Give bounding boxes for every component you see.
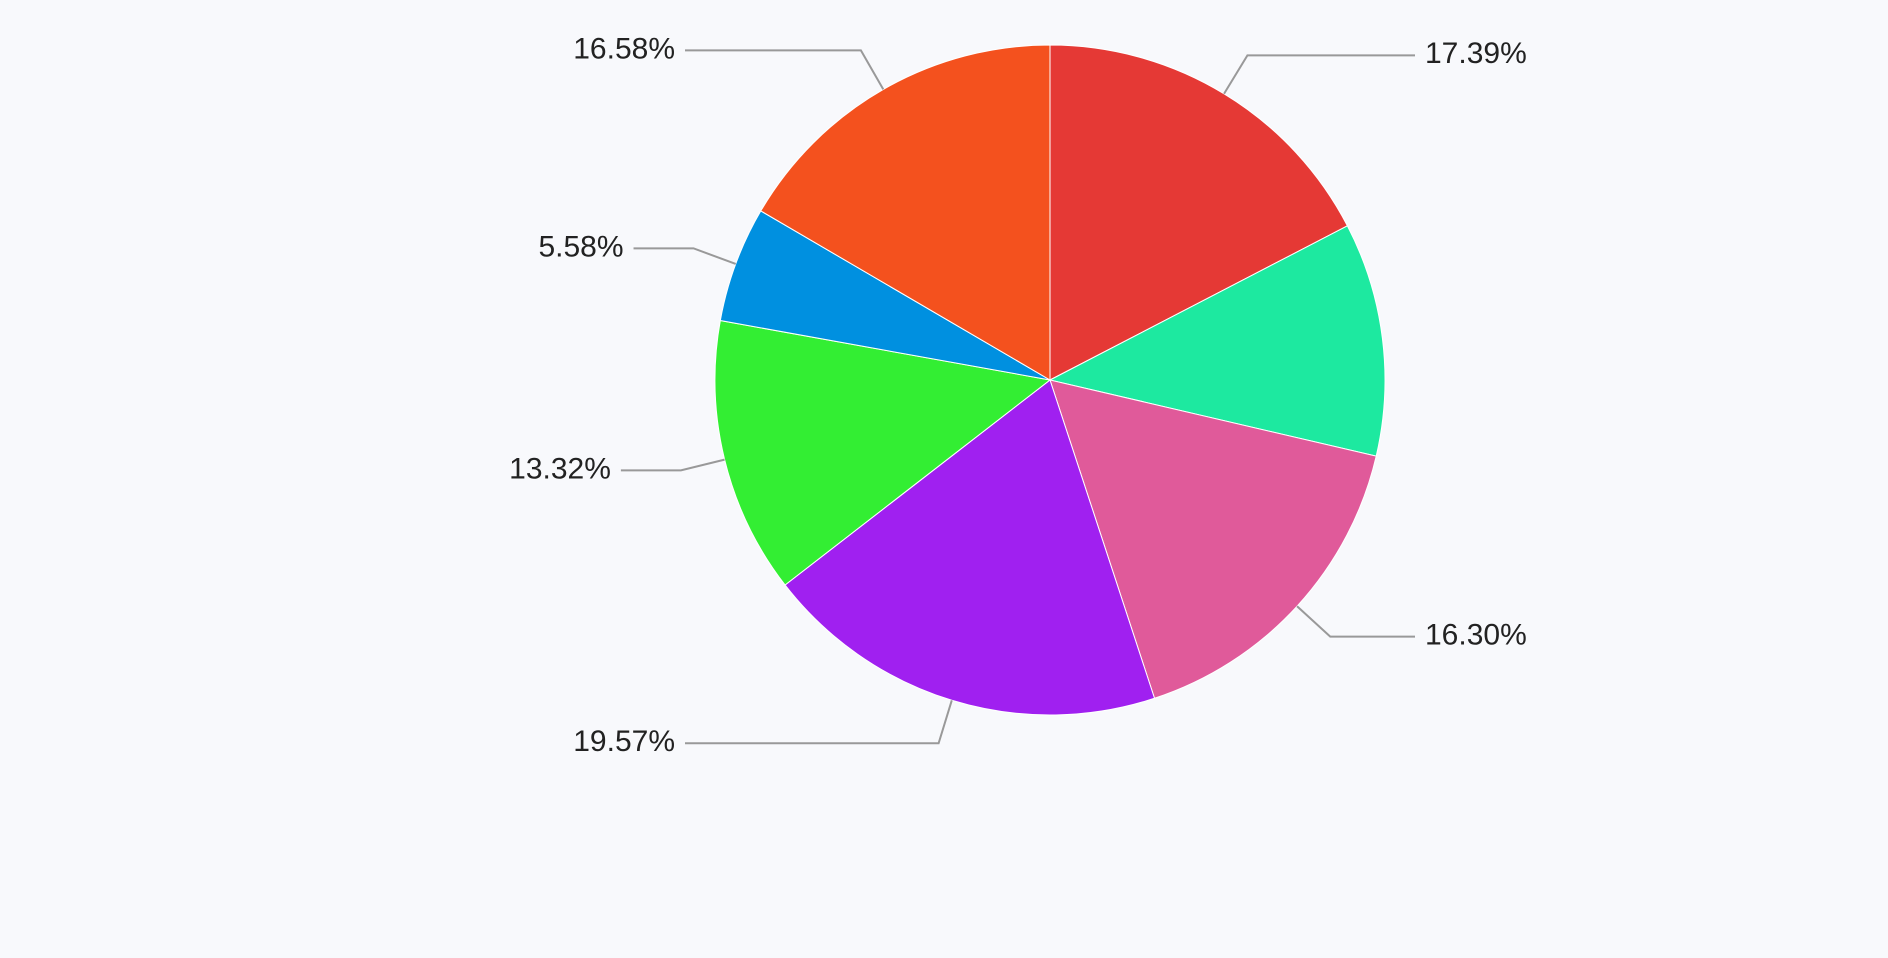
leader-line — [620, 458, 725, 472]
pie-slice — [784, 379, 1156, 716]
data-label: 17.39% — [1425, 37, 1527, 70]
data-label: 16.58% — [573, 32, 675, 65]
data-label: 5.58% — [538, 230, 623, 263]
data-label: 13.32% — [509, 452, 611, 485]
pie-slice — [714, 319, 1052, 586]
leader-line — [1223, 54, 1415, 95]
leader-line — [685, 699, 953, 745]
pie-slice — [760, 44, 1051, 381]
data-label: 16.30% — [1425, 619, 1527, 652]
leader-line — [685, 49, 885, 90]
pie-slice — [1048, 225, 1386, 457]
pie-slice — [1049, 379, 1377, 699]
leader-line — [1296, 605, 1415, 638]
data-label: 19.57% — [573, 725, 675, 758]
leader-line — [633, 247, 737, 265]
